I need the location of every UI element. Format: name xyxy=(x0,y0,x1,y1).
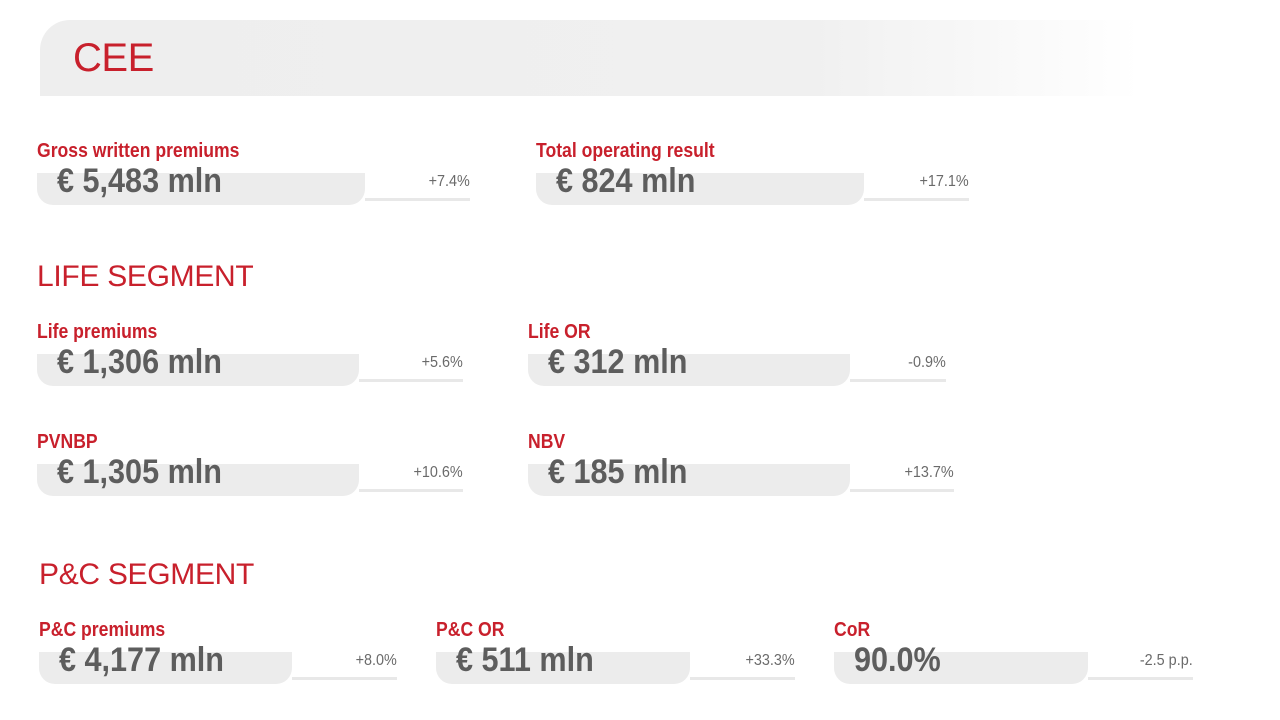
metric-life-premiums: Life premiums € 1,306 mln +5.6% xyxy=(37,321,463,401)
metric-value-pill xyxy=(834,652,1088,684)
metric-underline xyxy=(359,379,463,382)
metric-value-pill xyxy=(536,173,864,205)
metric-label: P&C OR xyxy=(436,619,505,641)
metric-label: Total operating result xyxy=(536,140,715,162)
metric-underline xyxy=(850,489,954,492)
metric-value: € 511 mln xyxy=(456,641,594,679)
metric-underline xyxy=(292,677,397,680)
metric-label: Gross written premiums xyxy=(37,140,240,162)
metric-label: CoR xyxy=(834,619,871,641)
metric-change: +10.6% xyxy=(413,464,463,481)
metric-value: € 1,306 mln xyxy=(57,343,223,381)
metric-change: +7.4% xyxy=(428,173,470,190)
metric-value-pill xyxy=(37,354,359,386)
metric-pc-premiums: P&C premiums € 4,177 mln +8.0% xyxy=(39,619,397,699)
metric-underline xyxy=(365,198,470,201)
metric-value: € 185 mln xyxy=(548,453,688,491)
metric-cor: CoR 90.0% -2.5 p.p. xyxy=(834,619,1193,699)
metric-underline xyxy=(1088,677,1193,680)
metric-value-pill xyxy=(528,464,850,496)
metric-label: P&C premiums xyxy=(39,619,166,641)
metric-underline xyxy=(850,379,946,382)
life-segment-title: LIFE SEGMENT xyxy=(37,260,254,293)
metric-label: Life OR xyxy=(528,321,591,343)
metric-label: NBV xyxy=(528,431,566,453)
metric-label: PVNBP xyxy=(37,431,98,453)
pc-segment-title: P&C SEGMENT xyxy=(39,558,255,591)
metric-change: +17.1% xyxy=(919,173,969,190)
metric-value: € 312 mln xyxy=(548,343,688,381)
metric-value-pill xyxy=(37,464,359,496)
metric-value: € 4,177 mln xyxy=(59,641,225,679)
metric-underline xyxy=(864,198,969,201)
metric-underline xyxy=(359,489,463,492)
metric-label: Life premiums xyxy=(37,321,158,343)
metric-pvnbp: PVNBP € 1,305 mln +10.6% xyxy=(37,431,463,511)
metric-value: € 1,305 mln xyxy=(57,453,223,491)
metric-value: € 824 mln xyxy=(556,162,696,200)
metric-change: +8.0% xyxy=(355,652,397,669)
metric-total-operating-result: Total operating result € 824 mln +17.1% xyxy=(536,140,969,220)
metric-value-pill xyxy=(39,652,292,684)
metric-change: -2.5 p.p. xyxy=(1140,652,1193,669)
metric-value-pill xyxy=(436,652,690,684)
region-title: CEE xyxy=(73,36,154,80)
metric-pc-or: P&C OR € 511 mln +33.3% xyxy=(436,619,795,699)
metric-nbv: NBV € 185 mln +13.7% xyxy=(528,431,954,511)
metric-value-pill xyxy=(37,173,365,205)
metric-life-or: Life OR € 312 mln -0.9% xyxy=(528,321,946,401)
metric-value: 90.0% xyxy=(854,641,941,679)
metric-change: +13.7% xyxy=(904,464,954,481)
metric-value-pill xyxy=(528,354,850,386)
metric-change: +33.3% xyxy=(745,652,795,669)
metric-value: € 5,483 mln xyxy=(57,162,223,200)
metric-change: +5.6% xyxy=(421,354,463,371)
metric-gross-written-premiums: Gross written premiums € 5,483 mln +7.4% xyxy=(37,140,470,220)
region-banner: CEE xyxy=(40,20,1140,96)
metric-change: -0.9% xyxy=(908,354,946,371)
metric-underline xyxy=(690,677,795,680)
